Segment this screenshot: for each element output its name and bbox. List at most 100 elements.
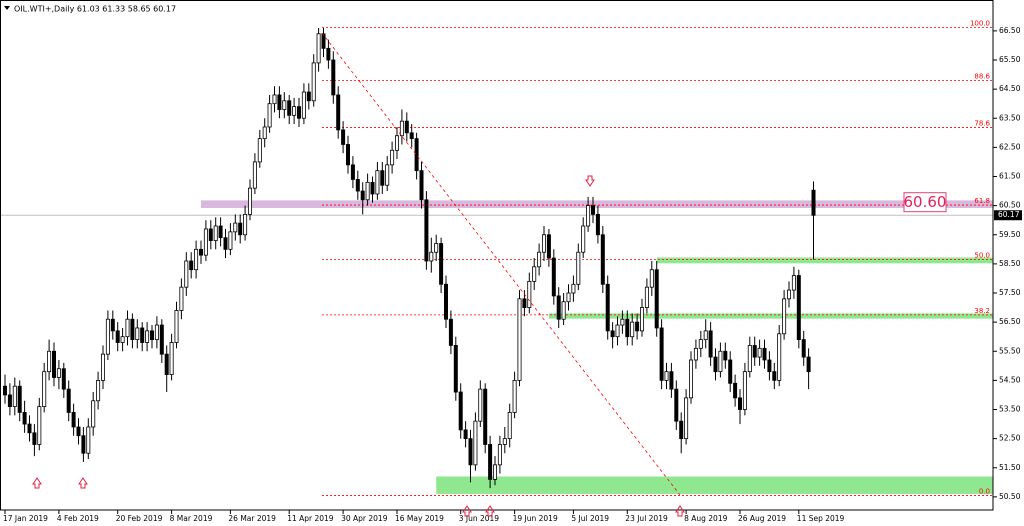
candle-body bbox=[448, 318, 453, 346]
candle-body bbox=[791, 275, 796, 291]
fib-label: 50.0 bbox=[974, 252, 990, 260]
candle-body bbox=[355, 179, 360, 192]
candle-body bbox=[331, 59, 336, 96]
candle-body bbox=[747, 345, 752, 373]
candle-body bbox=[380, 170, 385, 186]
chart-title: OIL.WTI+,Daily 61.03 61.33 58.65 60.17 bbox=[14, 5, 176, 14]
candle-body bbox=[267, 103, 272, 128]
candle-body bbox=[42, 371, 47, 408]
candle-body bbox=[282, 100, 287, 110]
candle-body bbox=[507, 412, 512, 440]
x-tick-label: 23 Jul 2019 bbox=[625, 514, 668, 523]
candle-body bbox=[208, 228, 213, 241]
candle-body bbox=[537, 251, 542, 268]
y-tick-label: 59.50 bbox=[999, 230, 1021, 239]
zone bbox=[436, 476, 993, 494]
last-price-label: 60.17 bbox=[998, 210, 1020, 219]
candle-body bbox=[434, 243, 439, 253]
candle-body bbox=[527, 280, 532, 308]
candle-body bbox=[12, 385, 17, 408]
candle-body bbox=[316, 33, 321, 64]
candle-body bbox=[610, 330, 615, 338]
up-arrow bbox=[78, 477, 88, 489]
candle-body bbox=[140, 327, 145, 343]
y-tick-label: 66.50 bbox=[999, 26, 1021, 35]
fib-label: 78.6 bbox=[974, 120, 990, 128]
y-tick-label: 56.50 bbox=[999, 317, 1021, 326]
candle-body bbox=[341, 129, 346, 145]
candle-body bbox=[532, 266, 537, 282]
candle-body bbox=[243, 213, 248, 236]
zone bbox=[201, 200, 993, 208]
candle-body bbox=[738, 397, 743, 410]
candle-body bbox=[444, 283, 449, 320]
fib-label: 88.6 bbox=[974, 72, 990, 80]
candle-body bbox=[189, 260, 194, 271]
x-tick-label: 4 Feb 2019 bbox=[57, 514, 99, 523]
candle-body bbox=[478, 388, 483, 422]
title-icon bbox=[4, 6, 10, 10]
x-tick-label: 3 Jun 2019 bbox=[459, 514, 500, 523]
candle-body bbox=[66, 388, 71, 413]
candle-body bbox=[483, 388, 488, 445]
candle-body bbox=[120, 336, 125, 343]
candle-body bbox=[644, 286, 649, 308]
candle-body bbox=[346, 144, 351, 166]
candle-body bbox=[159, 324, 164, 355]
candle-body bbox=[772, 371, 777, 381]
y-tick-label: 57.50 bbox=[999, 288, 1021, 297]
candle-body bbox=[370, 181, 375, 195]
annotation-label: 60.60 bbox=[904, 193, 947, 211]
candle-body bbox=[488, 444, 493, 480]
candle-body bbox=[669, 371, 674, 390]
candle-body bbox=[292, 106, 297, 116]
candle-body bbox=[184, 260, 189, 288]
candle-body bbox=[238, 222, 243, 236]
candle-body bbox=[517, 298, 522, 381]
candle-body bbox=[375, 170, 380, 195]
arrows bbox=[32, 175, 685, 517]
candle-body bbox=[287, 100, 292, 116]
candle-body bbox=[365, 181, 370, 201]
candle-body bbox=[81, 435, 86, 454]
candle-body bbox=[703, 330, 708, 341]
candle-body bbox=[395, 135, 400, 151]
candle-body bbox=[174, 310, 179, 343]
candle-body bbox=[326, 47, 331, 61]
candle-body bbox=[556, 295, 561, 320]
candle-body bbox=[350, 164, 355, 180]
candle-body bbox=[625, 318, 630, 338]
candle-body bbox=[390, 149, 395, 166]
candle-body bbox=[708, 330, 713, 358]
candle-body bbox=[689, 359, 694, 399]
candle-body bbox=[742, 371, 747, 410]
candle-body bbox=[194, 248, 199, 271]
candle-body bbox=[145, 330, 150, 343]
candle-body bbox=[713, 356, 718, 373]
y-tick-label: 63.50 bbox=[999, 113, 1021, 122]
up-arrow bbox=[675, 505, 685, 517]
candle-body bbox=[336, 94, 341, 131]
candle-body bbox=[223, 237, 228, 250]
candle-body bbox=[453, 345, 458, 393]
zone bbox=[656, 257, 993, 264]
x-tick-label: 8 Mar 2019 bbox=[170, 514, 213, 523]
candle-body bbox=[61, 368, 66, 390]
last-price-box bbox=[994, 210, 1022, 221]
candle-body bbox=[649, 269, 654, 288]
candle-body bbox=[542, 234, 547, 253]
candle-body bbox=[297, 106, 302, 119]
y-tick-label: 50.50 bbox=[999, 492, 1021, 501]
x-tick-label: 5 Jul 2019 bbox=[571, 514, 609, 523]
candle-body bbox=[385, 164, 390, 186]
x-tick-label: 20 Feb 2019 bbox=[116, 514, 163, 523]
candle-body bbox=[620, 318, 625, 326]
candle-body bbox=[752, 345, 757, 358]
candle-body bbox=[546, 234, 551, 259]
candle-body bbox=[640, 307, 645, 332]
candle-body bbox=[2, 385, 7, 396]
candle-body bbox=[179, 286, 184, 311]
x-tick-label: 17 Jan 2019 bbox=[3, 514, 48, 523]
